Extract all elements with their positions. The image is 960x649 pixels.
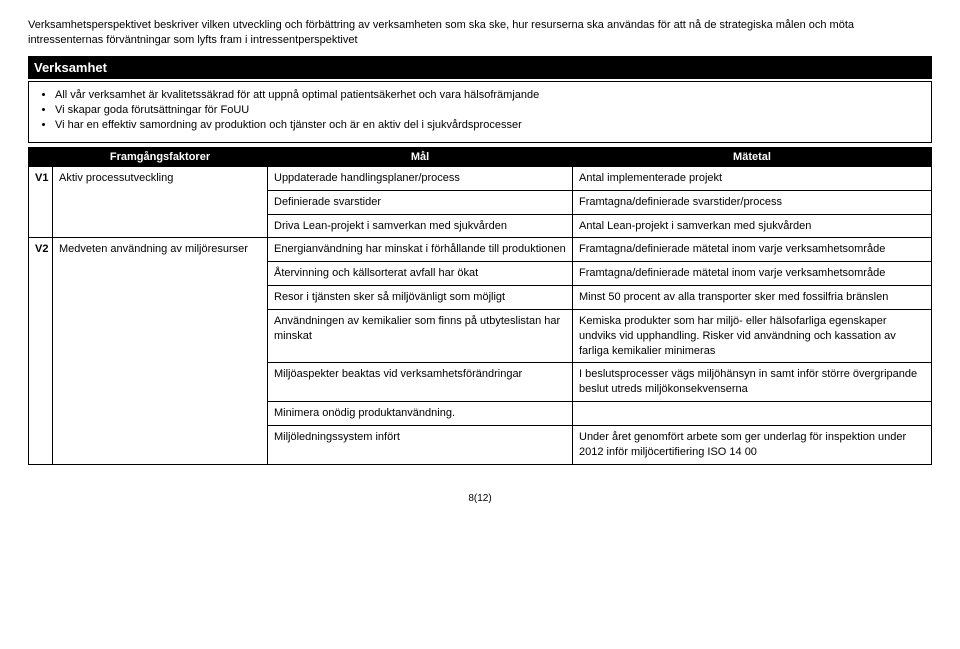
cell-metric <box>573 402 932 426</box>
bullet-list: All vår verksamhet är kvalitetssäkrad fö… <box>37 88 923 134</box>
cell-metric: Framtagna/definierade mätetal inom varje… <box>573 262 932 286</box>
cell-metric: Minst 50 procent av alla transporter ske… <box>573 286 932 310</box>
cell-goal: Miljöaspekter beaktas vid verksamhetsför… <box>268 363 573 402</box>
bullet-item: Vi skapar goda förutsättningar för FoUU <box>55 103 923 118</box>
goals-table: Framgångsfaktorer Mål Mätetal V1 Aktiv p… <box>28 147 932 465</box>
cell-goal: Uppdaterade handlingsplaner/process <box>268 166 573 190</box>
cell-metric: Framtagna/definierade svarstider/process <box>573 190 932 214</box>
cell-metric: Antal Lean-projekt i samverkan med sjukv… <box>573 214 932 238</box>
cell-metric: Kemiska produkter som har miljö- eller h… <box>573 309 932 363</box>
table-header-row: Framgångsfaktorer Mål Mätetal <box>29 147 932 166</box>
cell-goal: Definierade svarstider <box>268 190 573 214</box>
bullet-item: Vi har en effektiv samordning av produkt… <box>55 118 923 133</box>
cell-metric: Antal implementerade projekt <box>573 166 932 190</box>
cell-goal: Driva Lean-projekt i samverkan med sjukv… <box>268 214 573 238</box>
cell-metric: Framtagna/definierade mätetal inom varje… <box>573 238 932 262</box>
cell-factor: Aktiv processutveckling <box>53 166 268 238</box>
cell-metric: I beslutsprocesser vägs miljöhänsyn in s… <box>573 363 932 402</box>
page-number: 8(12) <box>28 493 932 514</box>
cell-goal: Energianvändning har minskat i förhållan… <box>268 238 573 262</box>
cell-goal: Miljöledningssystem infört <box>268 425 573 464</box>
cell-goal: Minimera onödig produktanvändning. <box>268 402 573 426</box>
row-index: V2 <box>29 238 53 464</box>
cell-goal: Resor i tjänsten sker så miljövänligt so… <box>268 286 573 310</box>
table-row: V1 Aktiv processutveckling Uppdaterade h… <box>29 166 932 190</box>
col-metrics: Mätetal <box>573 147 932 166</box>
col-factors: Framgångsfaktorer <box>53 147 268 166</box>
bullet-box: All vår verksamhet är kvalitetssäkrad fö… <box>28 81 932 143</box>
cell-metric: Under året genomfört arbete som ger unde… <box>573 425 932 464</box>
page: Verksamhetsperspektivet beskriver vilken… <box>0 0 960 514</box>
table-row: V2 Medveten användning av miljöresurser … <box>29 238 932 262</box>
cell-goal: Användningen av kemikalier som finns på … <box>268 309 573 363</box>
intro-text: Verksamhetsperspektivet beskriver vilken… <box>28 18 932 48</box>
bullet-item: All vår verksamhet är kvalitetssäkrad fö… <box>55 88 923 103</box>
col-goals: Mål <box>268 147 573 166</box>
section-title: Verksamhet <box>28 56 932 79</box>
cell-factor: Medveten användning av miljöresurser <box>53 238 268 464</box>
row-index: V1 <box>29 166 53 238</box>
cell-goal: Återvinning och källsorterat avfall har … <box>268 262 573 286</box>
